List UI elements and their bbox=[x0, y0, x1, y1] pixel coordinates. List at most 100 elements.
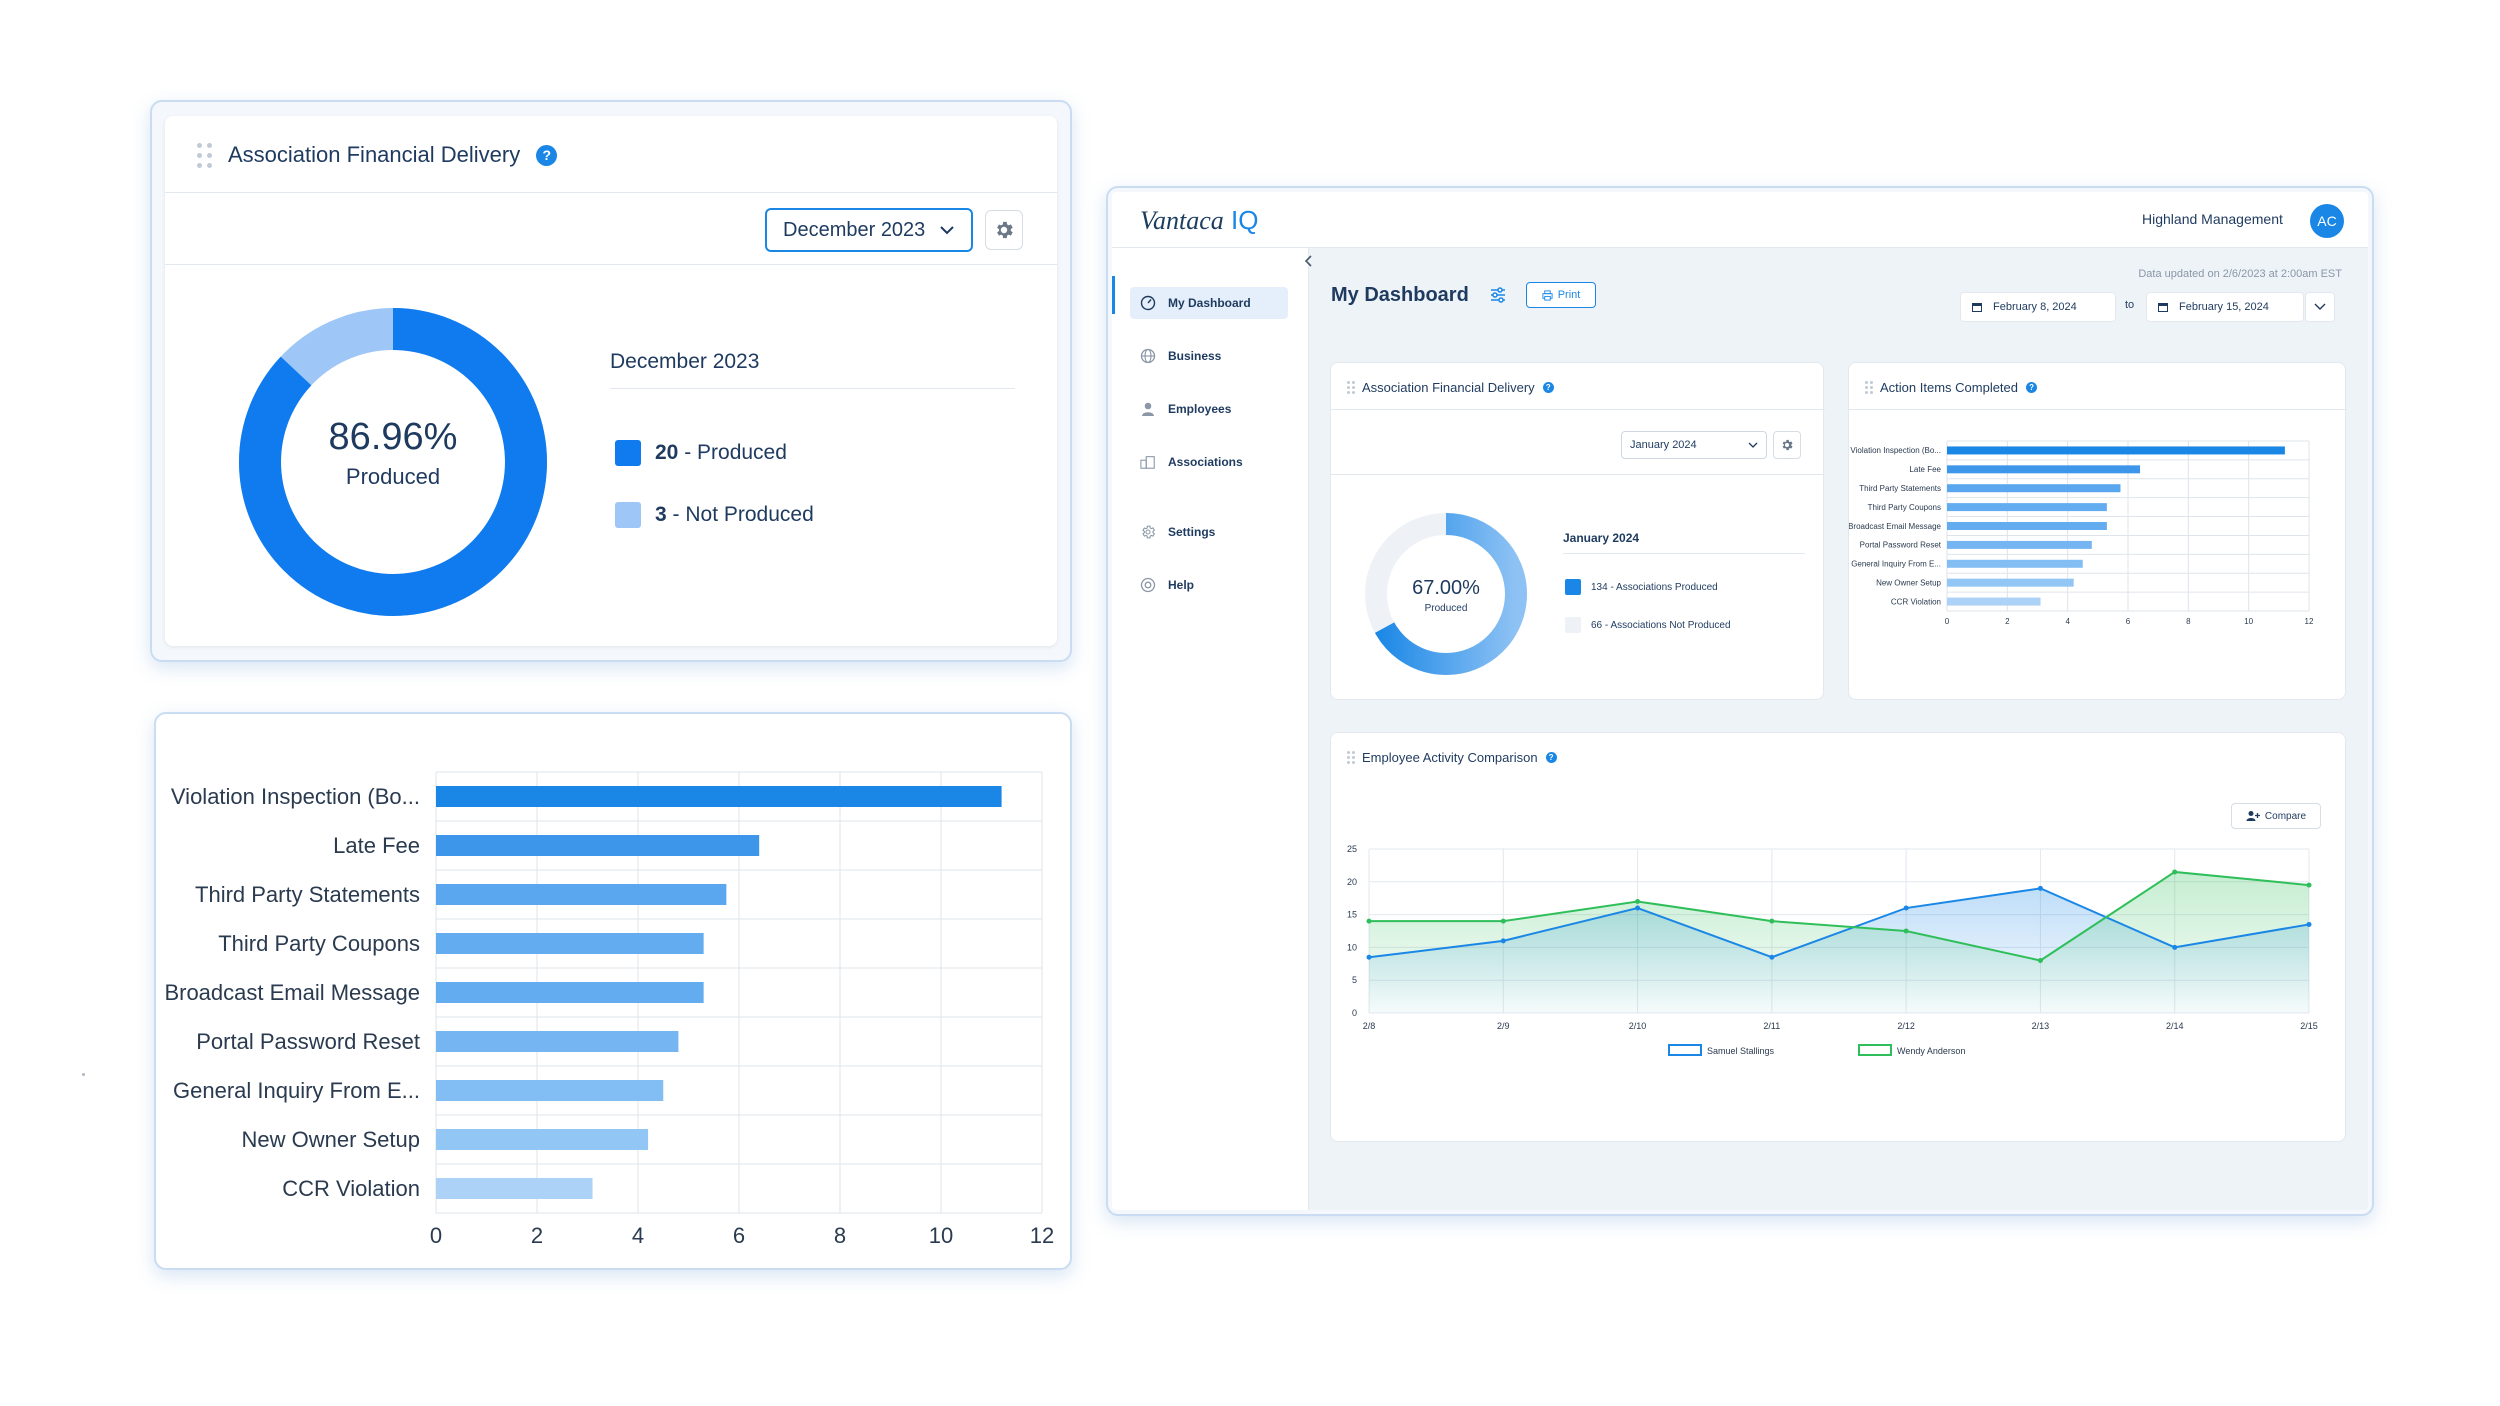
legend-item-produced: 134 - Associations Produced bbox=[1565, 579, 1718, 595]
action-card-header: Action Items Completed ? bbox=[1865, 380, 2038, 395]
donut-percent: 86.96% bbox=[328, 416, 458, 458]
chevron-down-icon bbox=[2314, 303, 2326, 310]
sidebar-item-help[interactable]: Help bbox=[1130, 569, 1288, 601]
donut-sublabel: Produced bbox=[345, 464, 441, 489]
sidebar-item-my-dashboard[interactable]: My Dashboard bbox=[1130, 287, 1288, 319]
y-category-label: Third Party Statements bbox=[195, 882, 420, 907]
y-tick-label: 5 bbox=[1352, 975, 1357, 985]
employee-card-header: Employee Activity Comparison ? bbox=[1347, 750, 1557, 765]
print-button[interactable]: Print bbox=[1526, 282, 1596, 308]
sidebar-item-settings[interactable]: Settings bbox=[1130, 516, 1288, 548]
afd-zoom-card: Association Financial Delivery ? Decembe… bbox=[165, 116, 1057, 646]
x-tick-label: 8 bbox=[2186, 617, 2191, 626]
x-tick-label: 12 bbox=[2305, 617, 2314, 626]
legend-swatch bbox=[1565, 579, 1581, 595]
sidebar-item-business[interactable]: Business bbox=[1130, 340, 1288, 372]
divider bbox=[1849, 409, 2347, 410]
logo-suffix: IQ bbox=[1231, 205, 1259, 235]
legend-swatch bbox=[615, 440, 641, 466]
divider bbox=[165, 192, 1057, 193]
page-title: My Dashboard bbox=[1331, 284, 1469, 306]
legend-item-not-produced: 66 - Associations Not Produced bbox=[1565, 617, 1731, 633]
help-icon[interactable]: ? bbox=[536, 144, 558, 166]
y-category-label: Third Party Coupons bbox=[1868, 503, 1941, 512]
sidebar-collapse-icon[interactable] bbox=[1300, 252, 1318, 270]
x-tick-label: 10 bbox=[2244, 617, 2253, 626]
settings-button[interactable] bbox=[985, 210, 1023, 250]
filter-icon[interactable] bbox=[1489, 286, 1509, 306]
data-point bbox=[1903, 928, 1909, 934]
afd-card: Association Financial Delivery ? January… bbox=[1330, 362, 1825, 700]
divider bbox=[1331, 474, 1825, 475]
y-category-label: CCR Violation bbox=[1891, 597, 1941, 606]
drag-handle-icon[interactable] bbox=[1347, 381, 1355, 394]
help-icon[interactable]: ? bbox=[1545, 752, 1557, 763]
date-range-to: to bbox=[2125, 299, 2135, 311]
action-items-svg: 0 2 4 6 8 10 12 Violation Inspection (Bo... Late… bbox=[1849, 440, 2314, 626]
sidebar-item-employees[interactable]: Employees bbox=[1130, 393, 1288, 425]
data-point bbox=[2306, 882, 2312, 888]
series-line bbox=[1368, 887, 2310, 959]
afd-zoom-header: Association Financial Delivery ? bbox=[197, 142, 558, 168]
date-range-dropdown[interactable] bbox=[2305, 292, 2335, 322]
bar bbox=[436, 786, 1002, 807]
bar bbox=[436, 982, 704, 1003]
avatar[interactable]: AC bbox=[2310, 204, 2344, 238]
date-from-field[interactable]: February 8, 2024 bbox=[1960, 292, 2116, 322]
x-tick-label: 8 bbox=[834, 1223, 846, 1248]
afd-zoom-title: Association Financial Delivery bbox=[228, 142, 521, 167]
data-point bbox=[1769, 918, 1775, 924]
legend-title: January 2024 bbox=[1563, 531, 1640, 545]
legend-label: Wendy Anderson bbox=[1897, 1046, 1965, 1056]
settings-button[interactable] bbox=[1773, 431, 1801, 459]
donut-sublabel: Produced bbox=[1424, 603, 1468, 614]
employee-activity-svg: 0 5 10 15 20 25 2/8 2/9 2/10 2/11 2/12 2/13 2/14 2/15… bbox=[1347, 844, 2318, 1056]
data-point bbox=[1500, 918, 1506, 924]
x-tick-label: 6 bbox=[2126, 617, 2131, 626]
divider bbox=[610, 388, 1015, 389]
bar bbox=[436, 835, 760, 856]
date-to-field[interactable]: February 15, 2024 bbox=[2146, 292, 2304, 322]
compare-button[interactable]: Compare bbox=[2231, 803, 2321, 829]
drag-handle-icon[interactable] bbox=[1347, 751, 1355, 764]
y-category-label: Portal Password Reset bbox=[196, 1029, 420, 1054]
data-point bbox=[1635, 905, 1641, 911]
data-updated-text: Data updated on 2/6/2023 at 2:00am EST bbox=[2138, 268, 2342, 280]
bar bbox=[436, 1031, 679, 1052]
lifebuoy-icon bbox=[1140, 577, 1156, 593]
donut-produced-arc bbox=[1365, 513, 1527, 675]
bar bbox=[1947, 540, 2092, 549]
gear-icon bbox=[1782, 439, 1793, 451]
help-icon[interactable]: ? bbox=[2026, 382, 2038, 393]
divider bbox=[165, 264, 1057, 265]
help-icon[interactable]: ? bbox=[1542, 382, 1554, 393]
data-point bbox=[2037, 958, 2043, 964]
drag-handle-icon[interactable] bbox=[197, 142, 212, 168]
donut-produced-arc bbox=[239, 308, 547, 616]
bar-zoom-svg: 0 2 4 6 8 10 12 Violation Inspection (Bo... Late… bbox=[164, 771, 1054, 1248]
y-category-label: General Inquiry From E... bbox=[173, 1078, 420, 1103]
x-tick-label: 2/8 bbox=[1363, 1021, 1376, 1031]
x-tick-label: 2 bbox=[2005, 617, 2010, 626]
drag-handle-icon[interactable] bbox=[1865, 381, 1873, 394]
logo[interactable]: Vantaca IQ bbox=[1140, 205, 1258, 236]
action-card-title: Action Items Completed bbox=[1880, 380, 2019, 395]
employee-card-title: Employee Activity Comparison bbox=[1362, 750, 1538, 765]
bar-zoom-chart: 0 2 4 6 8 10 12 Violation Inspection (Bo... Late… bbox=[160, 750, 1060, 1250]
bar bbox=[436, 1178, 593, 1199]
chevron-down-icon bbox=[940, 226, 954, 235]
x-tick-label: 2 bbox=[531, 1223, 543, 1248]
chevron-down-icon bbox=[1748, 442, 1758, 448]
dashboard-icon bbox=[1140, 295, 1156, 311]
bar bbox=[1947, 559, 2083, 568]
divider bbox=[1563, 553, 1805, 554]
y-tick-label: 25 bbox=[1347, 844, 1357, 854]
data-point bbox=[1769, 954, 1775, 960]
y-category-label: General Inquiry From E... bbox=[1851, 560, 1941, 569]
bar bbox=[1947, 503, 2107, 512]
sidebar-item-associations[interactable]: Associations bbox=[1130, 446, 1288, 478]
month-select[interactable]: January 2024 bbox=[1621, 431, 1767, 459]
month-select[interactable]: December 2023 bbox=[765, 208, 973, 252]
series-line bbox=[1369, 870, 2310, 962]
legend-label: Samuel Stallings bbox=[1707, 1046, 1775, 1056]
